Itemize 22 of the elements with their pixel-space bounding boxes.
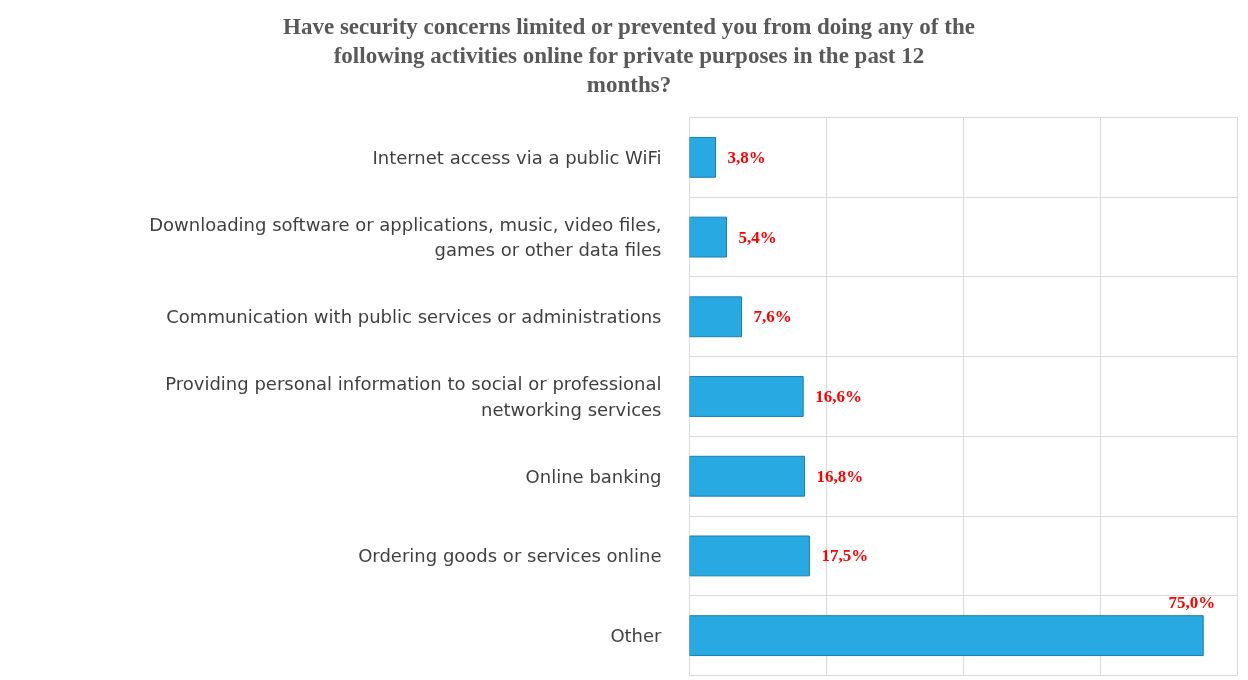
- bar: [689, 455, 806, 497]
- bar: [689, 136, 717, 178]
- data-label: 3,8%: [727, 147, 766, 167]
- bar: [689, 535, 810, 577]
- y-tick-label: Downloading software or applications, music, video files, games or other data files: [149, 213, 662, 261]
- y-tick-label: Internet access via a public WiFi: [372, 146, 662, 168]
- y-tick-label: Other: [610, 625, 663, 647]
- data-label: 16,8%: [816, 466, 864, 486]
- bar: [689, 296, 743, 338]
- bar: [689, 376, 804, 417]
- data-label: 7,6%: [753, 307, 792, 327]
- chart-title: Have security concerns limited or prevented you from doing any of the following activities online for private purposes in the past 12 months?: [283, 13, 975, 99]
- y-tick-label: Ordering goods or services online: [358, 545, 662, 567]
- y-tick-label: Providing personal information to social or professional networking services: [165, 373, 662, 420]
- data-label: 5,4%: [738, 227, 777, 247]
- bar: [689, 216, 727, 258]
- y-tick-label: Online banking: [525, 465, 662, 487]
- y-tick-label: Communication with public services or administrations: [166, 306, 662, 328]
- bar: [689, 615, 1204, 657]
- data-label: 17,5%: [821, 546, 869, 566]
- data-label: 16,6%: [815, 387, 862, 406]
- data-label: 75,0%: [1168, 592, 1216, 612]
